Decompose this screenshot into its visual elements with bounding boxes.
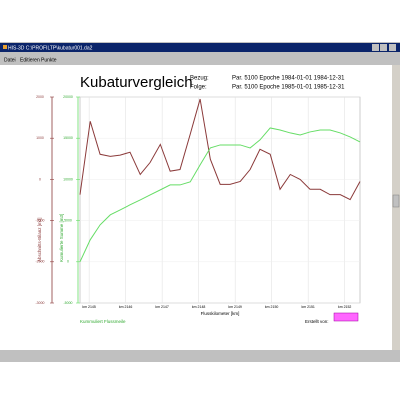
y2-tick-label: 10000 [63, 177, 73, 181]
y-tick-label: -3000 [36, 301, 45, 305]
footer-right: Erstellt von: [305, 319, 329, 324]
y2-tick-label: 20000 [63, 95, 73, 99]
series-line [79, 127, 361, 263]
series-line [79, 98, 361, 201]
x-tick-label: km 2147 [155, 305, 168, 309]
x-tick-label: km 2152 [338, 305, 351, 309]
y2-tick-label: 0 [67, 260, 69, 264]
x-tick-label: km 2148 [192, 305, 205, 309]
menu-item[interactable]: Editieren [20, 57, 40, 63]
y-tick-label: 1000 [36, 136, 44, 140]
reference: Par. 5100 Epoche 1984-01-01 1984-12-31 [232, 76, 345, 82]
title-bar [0, 43, 400, 52]
y-tick-label: 2000 [36, 95, 44, 99]
x-tick-label: km 2149 [228, 305, 241, 309]
y2-tick-label: -5000 [64, 301, 73, 305]
stamp [333, 312, 359, 322]
x-tick-label: km 2146 [119, 305, 132, 309]
chart-title: Kubaturvergleich [80, 74, 193, 91]
x-tick-label: km 2151 [301, 305, 314, 309]
footer-left: Kummuliert Flussmeile [80, 319, 126, 324]
y2-tick-label: 5000 [64, 219, 72, 223]
window-title: HIS-3D C:\PROFILTP\kubatur001.da2 [8, 45, 93, 51]
y-tick-label: -1000 [36, 219, 45, 223]
scrollbar[interactable] [392, 65, 400, 350]
maximize-button[interactable] [380, 44, 387, 51]
app-icon [3, 45, 7, 49]
x-tick-label: km 2150 [265, 305, 278, 309]
reference-label: Bezug: [190, 76, 209, 82]
y-tick-label: 0 [39, 177, 41, 181]
comparison: Par. 5100 Epoche 1985-01-01 1985-12-31 [232, 85, 345, 91]
y-tick-label: -2000 [36, 260, 45, 264]
menu-item[interactable]: Datei [4, 57, 16, 63]
x-axis-label: Flusskilometer [km] [201, 311, 240, 316]
comparison-label: Folge: [190, 85, 207, 91]
y2-tick-label: 15000 [63, 136, 73, 140]
y-axis-label: Abschnitts-Bilanz [m3] [37, 217, 42, 262]
close-button[interactable] [389, 44, 396, 51]
menu-item[interactable]: Punkte [41, 57, 57, 63]
x-tick-label: km 2145 [82, 305, 95, 309]
scroll-thumb[interactable] [392, 194, 400, 208]
y2-axis-label: Kumulierte Summe [m3] [59, 214, 64, 262]
minimize-button[interactable] [372, 44, 379, 51]
